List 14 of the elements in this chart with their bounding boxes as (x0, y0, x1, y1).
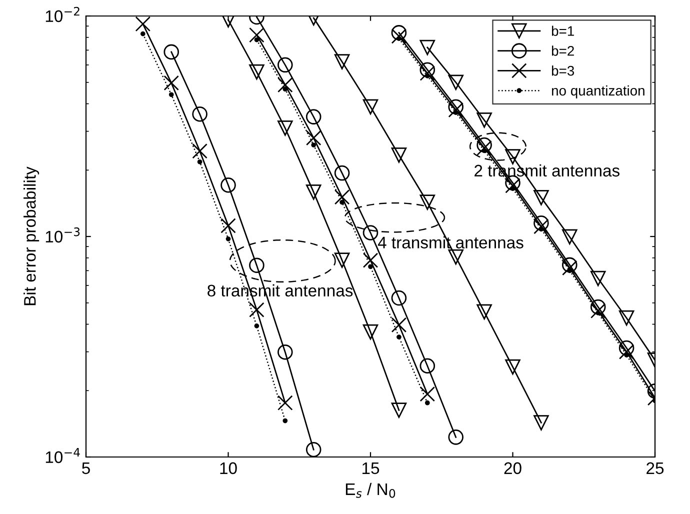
y-tick-label: 10$^{−2}$ (46, 6, 80, 22)
x-tick-label: 25 (646, 462, 664, 474)
x-tick-label: 5 (82, 462, 90, 474)
legend-label: b=3 (552, 66, 574, 76)
x-axis-title: E$_{s}$ / N$_{0}$ (346, 482, 396, 498)
y-axis-title: Bit error probability (24, 166, 40, 306)
y-tick-label: 10$^{−3}$ (46, 227, 80, 243)
x-tick-label: 20 (504, 462, 522, 474)
legend-label: b=1 (552, 26, 574, 36)
legend-label: b=2 (552, 46, 574, 56)
x-tick-label: 10 (220, 462, 237, 474)
legend-label: no quantization (552, 85, 644, 98)
y-tick-label: 10$^{−4}$ (46, 448, 80, 464)
x-tick-label: 15 (362, 462, 380, 474)
